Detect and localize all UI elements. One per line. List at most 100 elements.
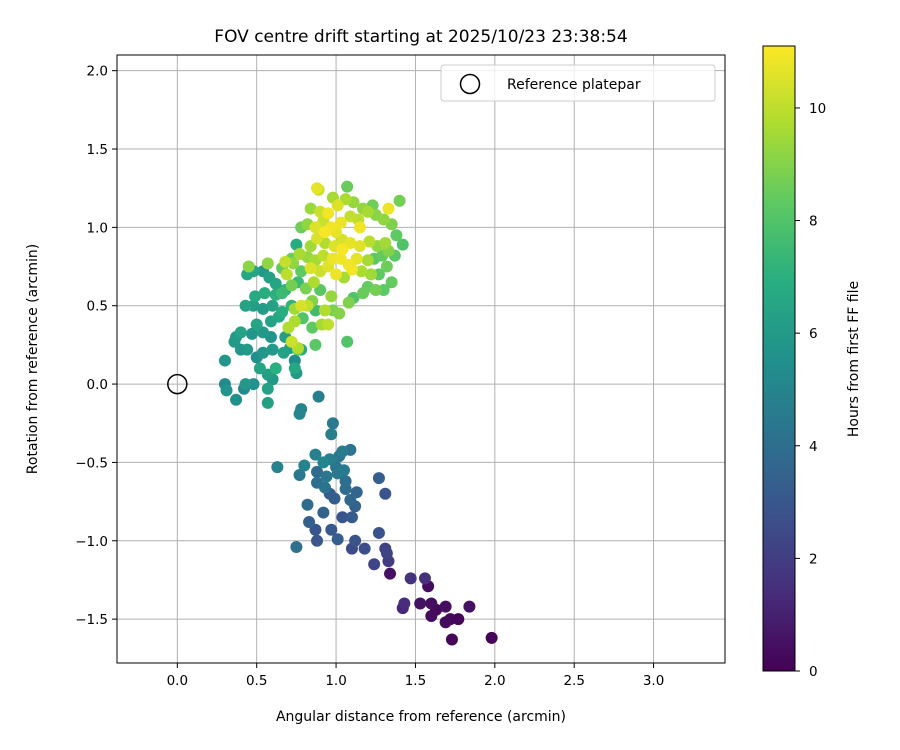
data-point <box>218 354 231 367</box>
data-point <box>285 279 298 292</box>
legend-reference-icon <box>459 73 481 95</box>
data-point <box>266 343 279 356</box>
colorbar-tick-label: 0 <box>809 664 818 680</box>
x-tick-label: 2.0 <box>484 673 505 689</box>
data-point <box>425 597 438 610</box>
colorbar-label: Hours from first FF file <box>846 281 862 437</box>
data-point <box>279 255 292 268</box>
data-point <box>334 252 347 265</box>
data-point <box>393 194 406 207</box>
data-point <box>249 290 262 303</box>
data-point <box>276 287 289 300</box>
data-point <box>372 472 385 485</box>
data-point <box>277 346 290 359</box>
x-axis-ticks: 0.0 0.5 1.0 1.5 2.0 2.5 3.0 <box>167 663 664 689</box>
gridlines <box>117 55 725 663</box>
x-tick-label: 3.0 <box>643 673 664 689</box>
colorbar-tick-label: 6 <box>809 326 818 342</box>
data-point <box>318 226 331 239</box>
data-point <box>344 210 357 223</box>
data-point <box>239 378 252 391</box>
data-point <box>404 572 417 585</box>
data-point <box>266 299 279 312</box>
data-point <box>330 268 343 281</box>
data-point <box>261 382 274 395</box>
data-point <box>261 257 274 270</box>
data-point <box>290 541 303 554</box>
data-point <box>322 318 335 331</box>
data-point <box>317 249 330 262</box>
data-point <box>379 237 392 250</box>
data-point <box>230 393 243 406</box>
data-point <box>345 511 358 524</box>
legend-box <box>440 64 716 102</box>
data-points <box>218 180 498 646</box>
data-point <box>390 229 403 242</box>
data-point <box>288 362 301 375</box>
data-point <box>377 213 390 226</box>
data-point <box>318 304 331 317</box>
data-point <box>307 276 320 289</box>
data-point <box>258 287 271 300</box>
data-point <box>342 296 355 309</box>
data-point <box>239 299 252 312</box>
data-point <box>396 238 409 251</box>
data-point <box>341 180 354 193</box>
data-point <box>333 307 346 320</box>
data-point <box>414 597 427 610</box>
x-tick-label: 1.5 <box>405 673 426 689</box>
data-point <box>418 572 431 585</box>
data-point <box>385 276 398 289</box>
data-point <box>382 202 395 215</box>
legend: Reference platepar <box>440 64 716 102</box>
data-point <box>261 396 274 409</box>
colorbar-tick-label: 4 <box>809 439 818 455</box>
data-point <box>425 609 438 622</box>
data-point <box>309 338 322 351</box>
data-point <box>317 456 330 469</box>
data-point <box>380 260 393 273</box>
x-tick-label: 1.0 <box>325 673 346 689</box>
data-point <box>295 299 308 312</box>
data-point <box>361 205 374 218</box>
data-point <box>331 533 344 546</box>
plot-frame <box>116 54 726 664</box>
y-tick-label: 1.0 <box>87 220 108 236</box>
legend-entry-label: Reference platepar <box>507 77 641 93</box>
data-point <box>439 600 452 613</box>
colorbar: 0 2 4 6 8 10 Hours from first FF file <box>762 45 862 680</box>
data-point <box>295 265 308 278</box>
data-point <box>280 268 293 281</box>
y-tick-label: 0.5 <box>87 299 108 315</box>
data-point <box>353 240 366 253</box>
data-point <box>271 461 284 474</box>
data-point <box>380 547 393 560</box>
data-point <box>303 515 316 528</box>
y-tick-label: −0.5 <box>75 455 108 471</box>
data-point <box>311 534 324 547</box>
data-point <box>312 390 325 403</box>
data-point <box>336 511 349 524</box>
data-point <box>298 459 311 472</box>
data-point <box>326 417 339 430</box>
data-point <box>322 207 335 220</box>
data-point <box>311 465 324 478</box>
data-point <box>257 302 270 315</box>
data-point <box>293 468 306 481</box>
y-tick-label: −1.5 <box>75 612 108 628</box>
colorbar-tick-label: 8 <box>809 214 818 230</box>
colorbar-tick-label: 10 <box>809 101 826 117</box>
data-point <box>276 305 289 318</box>
data-point <box>241 343 254 356</box>
reference-platepar-marker <box>167 373 188 395</box>
data-point <box>309 221 322 234</box>
data-point <box>361 254 374 267</box>
data-point <box>353 221 366 234</box>
data-point <box>301 498 314 511</box>
chart-title: FOV centre drift starting at 2025/10/23 … <box>214 27 627 47</box>
y-tick-label: 2.0 <box>87 64 108 80</box>
data-point <box>311 182 324 195</box>
data-point <box>293 407 306 420</box>
data-point <box>325 290 338 303</box>
